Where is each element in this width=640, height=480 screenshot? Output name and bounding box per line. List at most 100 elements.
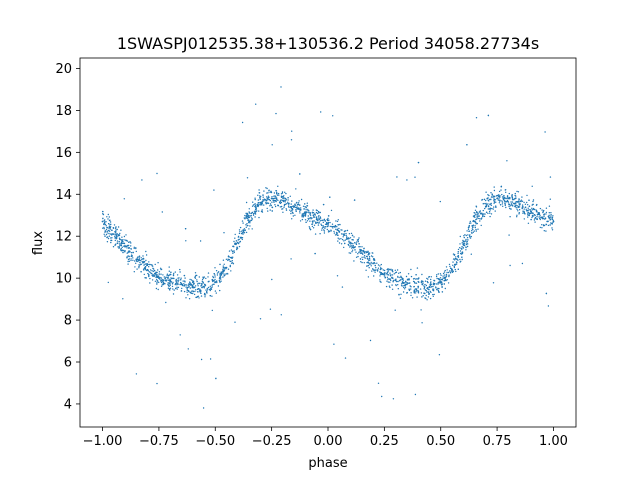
scatter-point [446,271,448,274]
x-tick-label: 0.25 [370,434,399,449]
scatter-point [104,223,107,226]
scatter-point [490,213,493,215]
scatter-point [306,202,308,204]
data-point [484,206,487,208]
scatter-point [447,271,450,274]
scatter-point [225,273,227,275]
scatter-point [308,226,310,228]
scatter-point [508,234,510,236]
scatter-point [277,192,280,195]
scatter-point [186,289,188,291]
scatter-point [421,283,424,286]
scatter-point [505,206,507,209]
scatter-point [343,246,345,249]
scatter-point [357,241,359,243]
scatter-point [521,207,523,210]
scatter-point [233,251,235,254]
scatter-point [522,212,524,214]
scatter-point [140,259,143,261]
scatter-point [222,266,225,269]
scatter-point [247,217,249,220]
scatter-point [269,308,272,310]
scatter-point [330,209,333,212]
scatter-point [455,270,457,273]
scatter-point [524,203,527,205]
scatter-point [527,207,529,209]
scatter-point [173,289,175,291]
scatter-point [244,229,246,232]
scatter-point [137,260,139,263]
chart-title: 1SWASPJ012535.38+130536.2 Period 34058.2… [117,34,539,53]
scatter-point [184,277,186,279]
scatter-point [135,373,138,375]
scatter-point [385,285,388,288]
scatter-point [511,198,514,200]
scatter-point [274,205,277,208]
scatter-point [356,239,359,241]
scatter-point [212,276,215,279]
scatter-point [461,246,463,248]
scatter-point [364,257,366,259]
scatter-point [400,276,403,278]
scatter-point [516,201,518,203]
scatter-point [437,273,439,275]
scatter-point [290,258,292,260]
scatter-point [383,269,386,272]
scatter-point [107,229,110,232]
scatter-point [152,268,155,270]
scatter-point [370,263,372,265]
scatter-point [499,196,501,198]
scatter-point [338,238,340,240]
scatter-point [322,226,324,228]
scatter-point [296,201,298,204]
scatter-point [470,253,472,255]
scatter-point [266,198,268,200]
scatter-point [196,288,199,291]
scatter-point [297,203,299,206]
scatter-point [389,286,391,289]
scatter-point [273,195,275,197]
scatter-point [481,217,483,219]
scatter-point [495,195,498,197]
scatter-point [514,197,517,200]
scatter-point [407,273,410,275]
scatter-point [531,209,534,211]
x-axis-ticks: −1.00 −0.75 −0.50 −0.25 0.00 0.25 0.50 0.75 1.00 [83,427,568,449]
scatter-point [490,198,492,201]
scatter-point [440,284,443,286]
scatter-point [382,269,384,271]
scatter-point [144,266,147,268]
scatter-point [455,256,457,258]
scatter-point [259,203,261,206]
scatter-point [230,249,233,251]
scatter-point [445,275,448,277]
scatter-point [436,288,438,291]
scatter-point [517,206,519,208]
scatter-point [301,213,304,215]
scatter-point [475,206,478,208]
scatter-point [343,240,345,242]
scatter-point [486,197,488,200]
scatter-point [316,212,319,215]
scatter-point [340,233,343,235]
scatter-point [455,261,458,263]
scatter-point [248,212,251,214]
scatter-point [336,275,339,277]
scatter-point [539,217,541,220]
scatter-point [488,198,491,201]
scatter-point [392,281,394,283]
scatter-point [203,294,206,296]
scatter-point [194,285,197,287]
data-point [214,281,217,284]
scatter-point [118,241,120,243]
scatter-point [462,247,464,249]
scatter-point [534,221,536,223]
scatter-point [312,221,314,223]
scatter-point [332,115,334,117]
scatter-point [449,265,451,268]
scatter-point [304,203,306,205]
scatter-point [115,235,118,237]
scatter-point [116,228,118,231]
scatter-point [351,234,354,237]
